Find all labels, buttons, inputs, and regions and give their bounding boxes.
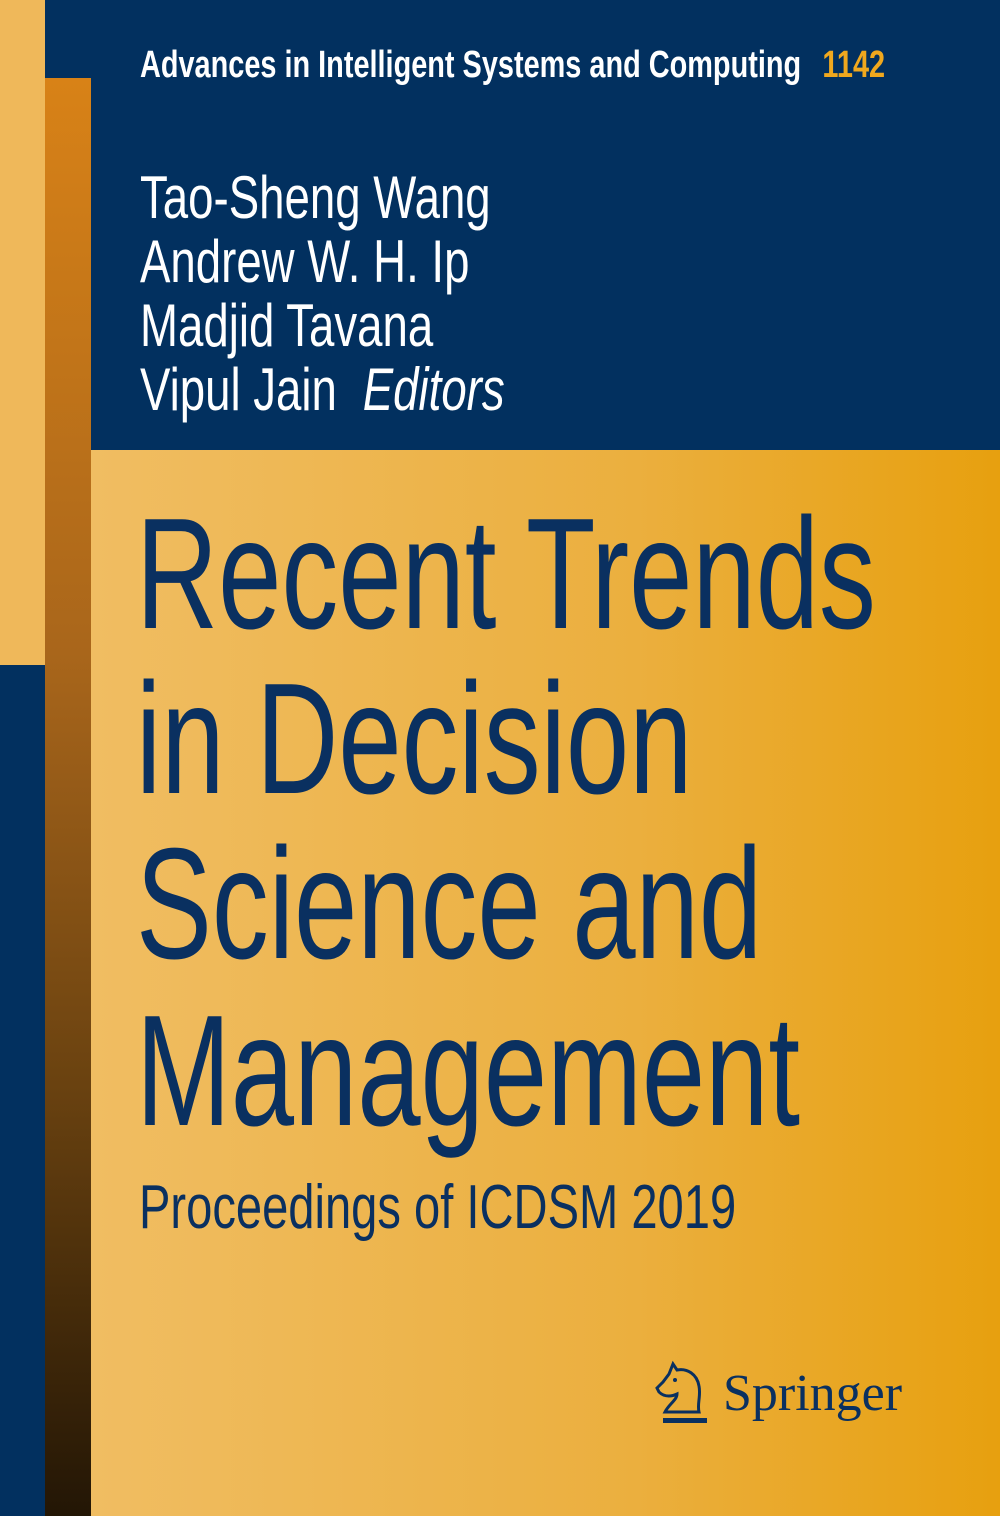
series-title: Advances in Intelligent Systems and Comp… [140, 44, 885, 87]
author: Vipul Jain Editors [140, 360, 505, 420]
series-volume: 1142 [822, 44, 886, 86]
left-stripe-light [0, 0, 45, 665]
author-name: Vipul Jain [140, 356, 337, 423]
title-area [91, 450, 1000, 1516]
editors-label: Editors [362, 356, 505, 423]
left-stripe-navy [0, 665, 45, 1516]
author-band [91, 78, 1000, 450]
knight-horse-icon [655, 1360, 707, 1423]
publisher-name: Springer [723, 1364, 903, 1422]
author: Madjid Tavana [140, 292, 434, 359]
author: Tao-Sheng Wang [140, 164, 491, 231]
book-subtitle: Proceedings of ICDSM 2019 [139, 1173, 737, 1242]
book-title-line: Science and [136, 816, 763, 992]
left-stripe-gradient [45, 78, 91, 1516]
book-title-line: in Decision [136, 651, 693, 827]
series-band [45, 0, 1000, 78]
book-title-line: Management [136, 983, 801, 1159]
series-name: Advances in Intelligent Systems and Comp… [140, 44, 802, 86]
author: Andrew W. H. Ip [140, 228, 470, 295]
book-title-line: Recent Trends [136, 486, 876, 662]
publisher-logo: Springer [655, 1360, 902, 1426]
